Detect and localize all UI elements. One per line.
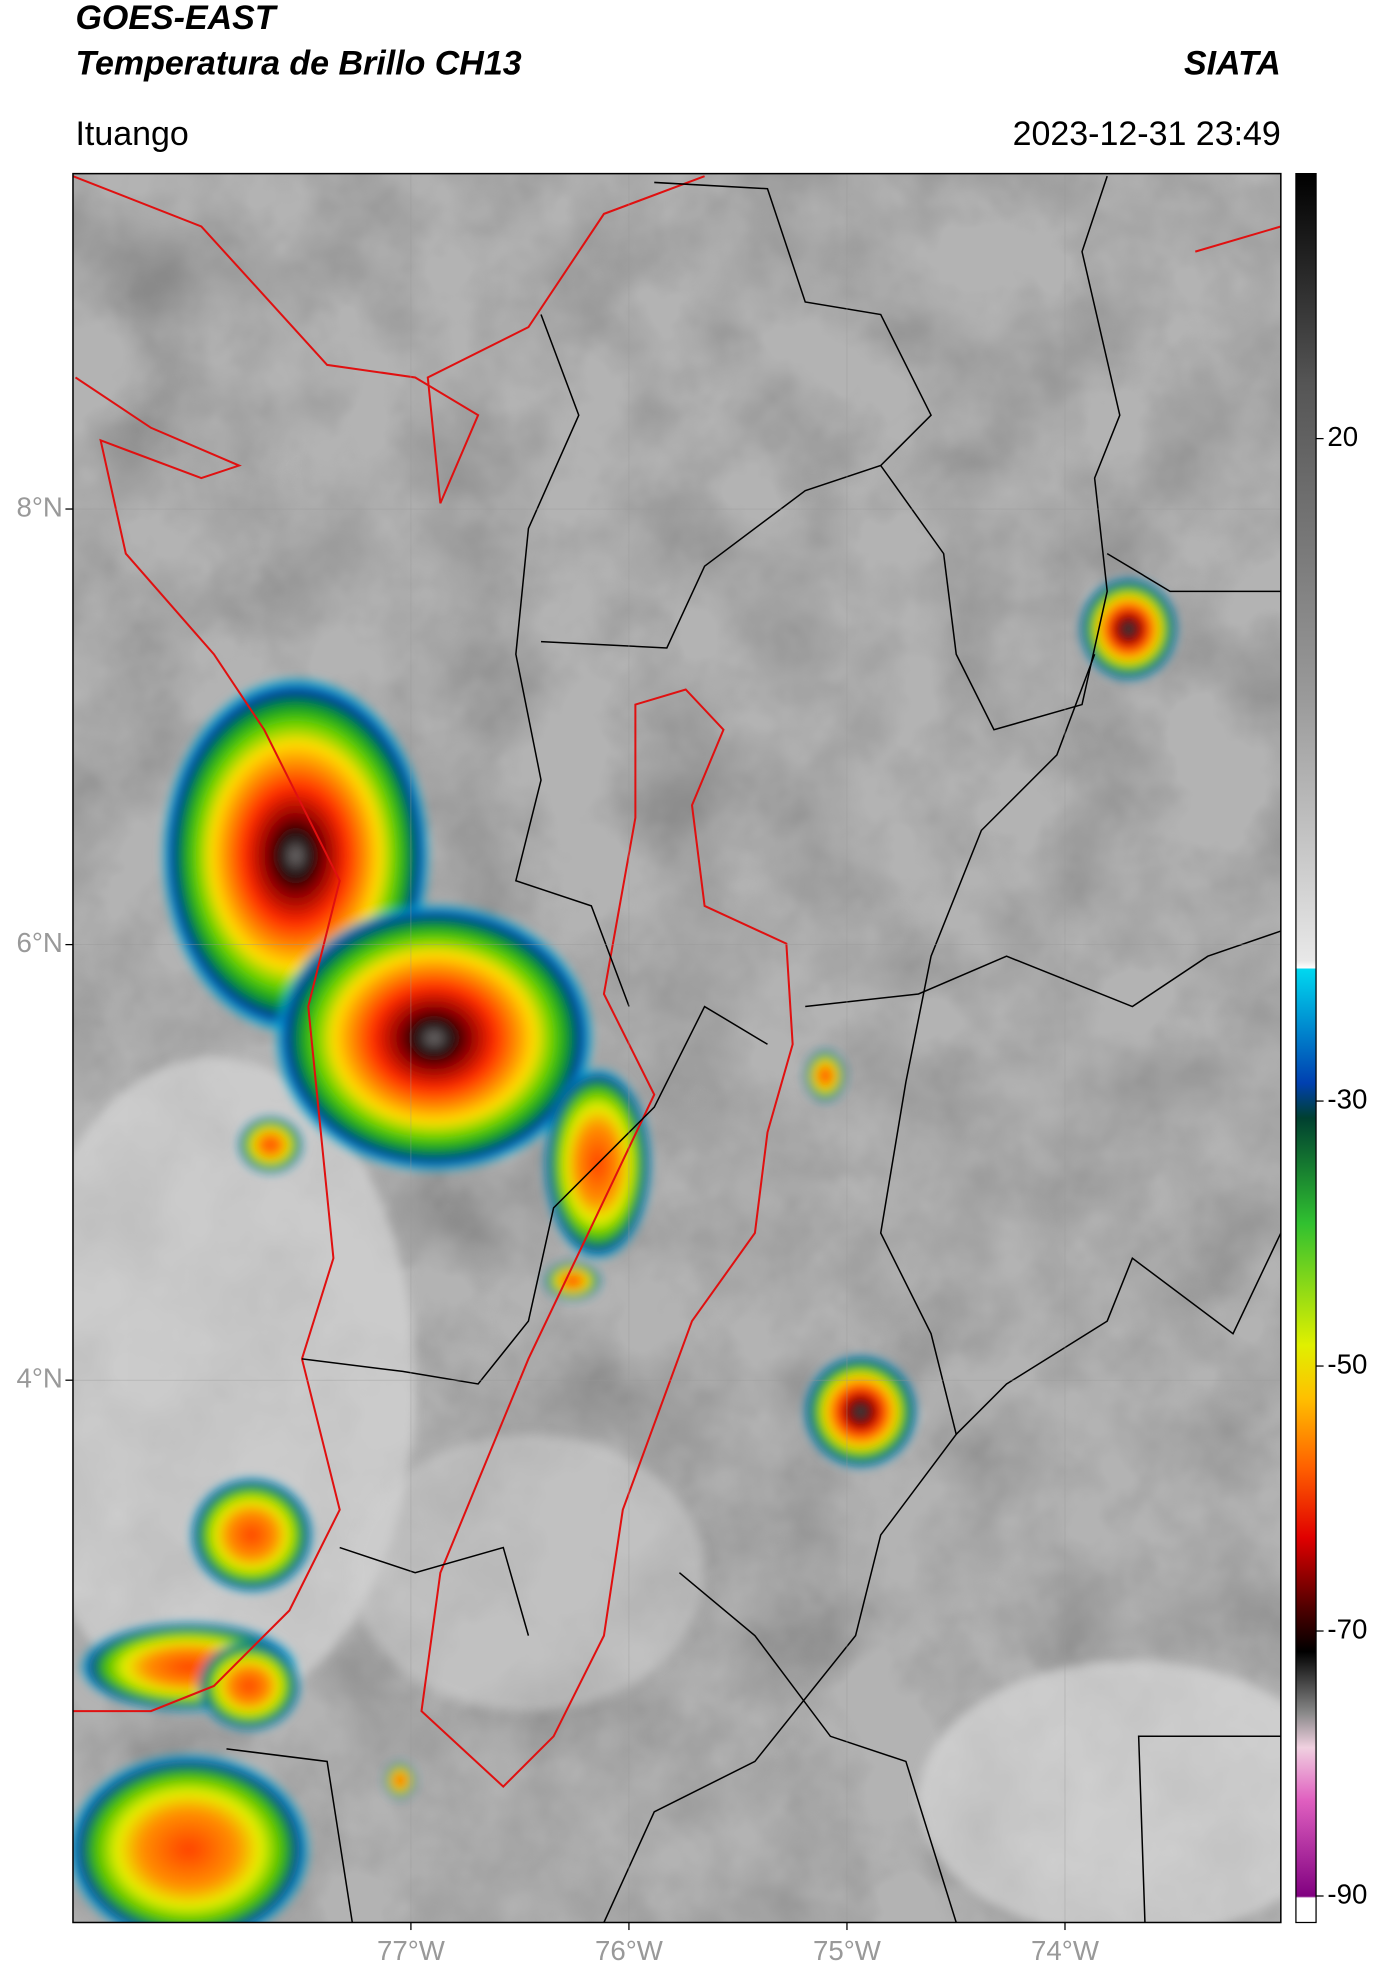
admin-boundary xyxy=(301,1005,768,1385)
storm-cell xyxy=(191,1478,313,1592)
title: GOES-EAST xyxy=(75,0,278,37)
region-boundary xyxy=(420,688,794,1789)
admin-boundary xyxy=(603,653,1096,1923)
lon-tick-label: 75°W xyxy=(813,1935,882,1966)
colorbar-tick-label: 20 xyxy=(1327,421,1358,452)
credit: SIATA xyxy=(1184,44,1281,82)
lat-tick-label: 8°N xyxy=(16,491,62,522)
map-frame xyxy=(72,172,1282,1924)
storm-cell xyxy=(385,1762,416,1798)
storm-cell xyxy=(805,1356,916,1468)
admin-boundary xyxy=(805,930,1281,1008)
lon-tick-label: 77°W xyxy=(377,1935,446,1966)
admin-boundary xyxy=(514,314,630,1007)
admin-boundary xyxy=(880,175,1121,731)
black-boundaries xyxy=(226,175,1281,1923)
map-image xyxy=(72,173,1281,1923)
region: Ituango xyxy=(75,115,188,153)
lat-tick-label: 4°N xyxy=(16,1363,62,1394)
cloud-field xyxy=(352,1434,705,1712)
colorbar-tick-label: -50 xyxy=(1327,1348,1367,1379)
subtitle: Temperatura de Brillo CH13 xyxy=(75,44,521,82)
storm-cell xyxy=(239,1117,302,1173)
graticule xyxy=(72,173,1281,1923)
colorbar-tick-label: -30 xyxy=(1327,1083,1367,1114)
colorbar-tick-label: -90 xyxy=(1327,1878,1367,1909)
lat-tick-label: 6°N xyxy=(16,927,62,958)
admin-boundary xyxy=(678,1572,1281,1923)
lon-tick-label: 76°W xyxy=(595,1935,664,1966)
lon-tick-label: 74°W xyxy=(1031,1935,1100,1966)
colorbar-tick-label: -70 xyxy=(1327,1613,1367,1644)
storm-cell xyxy=(72,1755,309,1923)
cloud-field xyxy=(918,1660,1281,1923)
red-boundaries xyxy=(72,175,1281,1789)
coastline xyxy=(1194,225,1281,253)
admin-boundary xyxy=(955,552,1281,1435)
storm-cell xyxy=(1080,578,1177,680)
storm-cell xyxy=(198,1641,300,1730)
storm-cell xyxy=(805,1050,846,1101)
coastline xyxy=(72,376,341,1713)
colorbar xyxy=(1295,172,1317,1924)
coastline xyxy=(72,175,705,504)
admin-boundary xyxy=(226,1546,530,1923)
storm-cell xyxy=(276,905,592,1171)
storm-cell xyxy=(544,1261,601,1300)
timestamp: 2023-12-31 23:49 xyxy=(1013,115,1281,153)
admin-boundary xyxy=(540,181,932,649)
